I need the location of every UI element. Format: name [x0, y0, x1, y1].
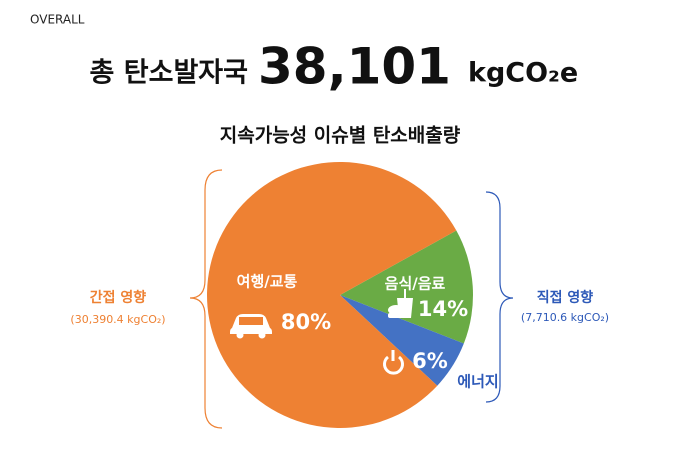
pie-slice: [207, 161, 457, 428]
car-icon: [230, 314, 272, 339]
total-value: 38,101: [258, 38, 451, 96]
indirect-name: 간접 영향: [90, 289, 147, 306]
value-label: 14%: [418, 297, 468, 321]
category-label: 에너지: [457, 373, 498, 391]
value-label: 6%: [412, 349, 448, 373]
indirect-brace: [189, 169, 223, 429]
direct-brace: [485, 191, 514, 403]
value-label: 80%: [281, 310, 331, 334]
chart-title: 지속가능성 이슈별 탄소배출량: [220, 125, 461, 147]
direct-name: 직접 영향: [537, 289, 594, 306]
section-label: OVERALL: [30, 13, 85, 27]
pie-slice: [340, 230, 473, 344]
food-icon: [388, 289, 413, 318]
category-label: 여행/교통: [237, 273, 298, 291]
total-label: 총 탄소발자국: [90, 58, 248, 89]
total-unit: kgCO₂e: [468, 58, 578, 89]
category-label: 음식/음료: [385, 275, 446, 293]
indirect-amount: (30,390.4 kgCO₂): [70, 313, 165, 326]
direct-amount: (7,710.6 kgCO₂): [521, 311, 609, 324]
pie-slice: [340, 295, 464, 386]
pie-labels: 음식/음료 14% 에너지 6% 여행/교통 80%: [237, 273, 499, 391]
pie: [207, 161, 473, 428]
power-icon: [383, 350, 404, 375]
